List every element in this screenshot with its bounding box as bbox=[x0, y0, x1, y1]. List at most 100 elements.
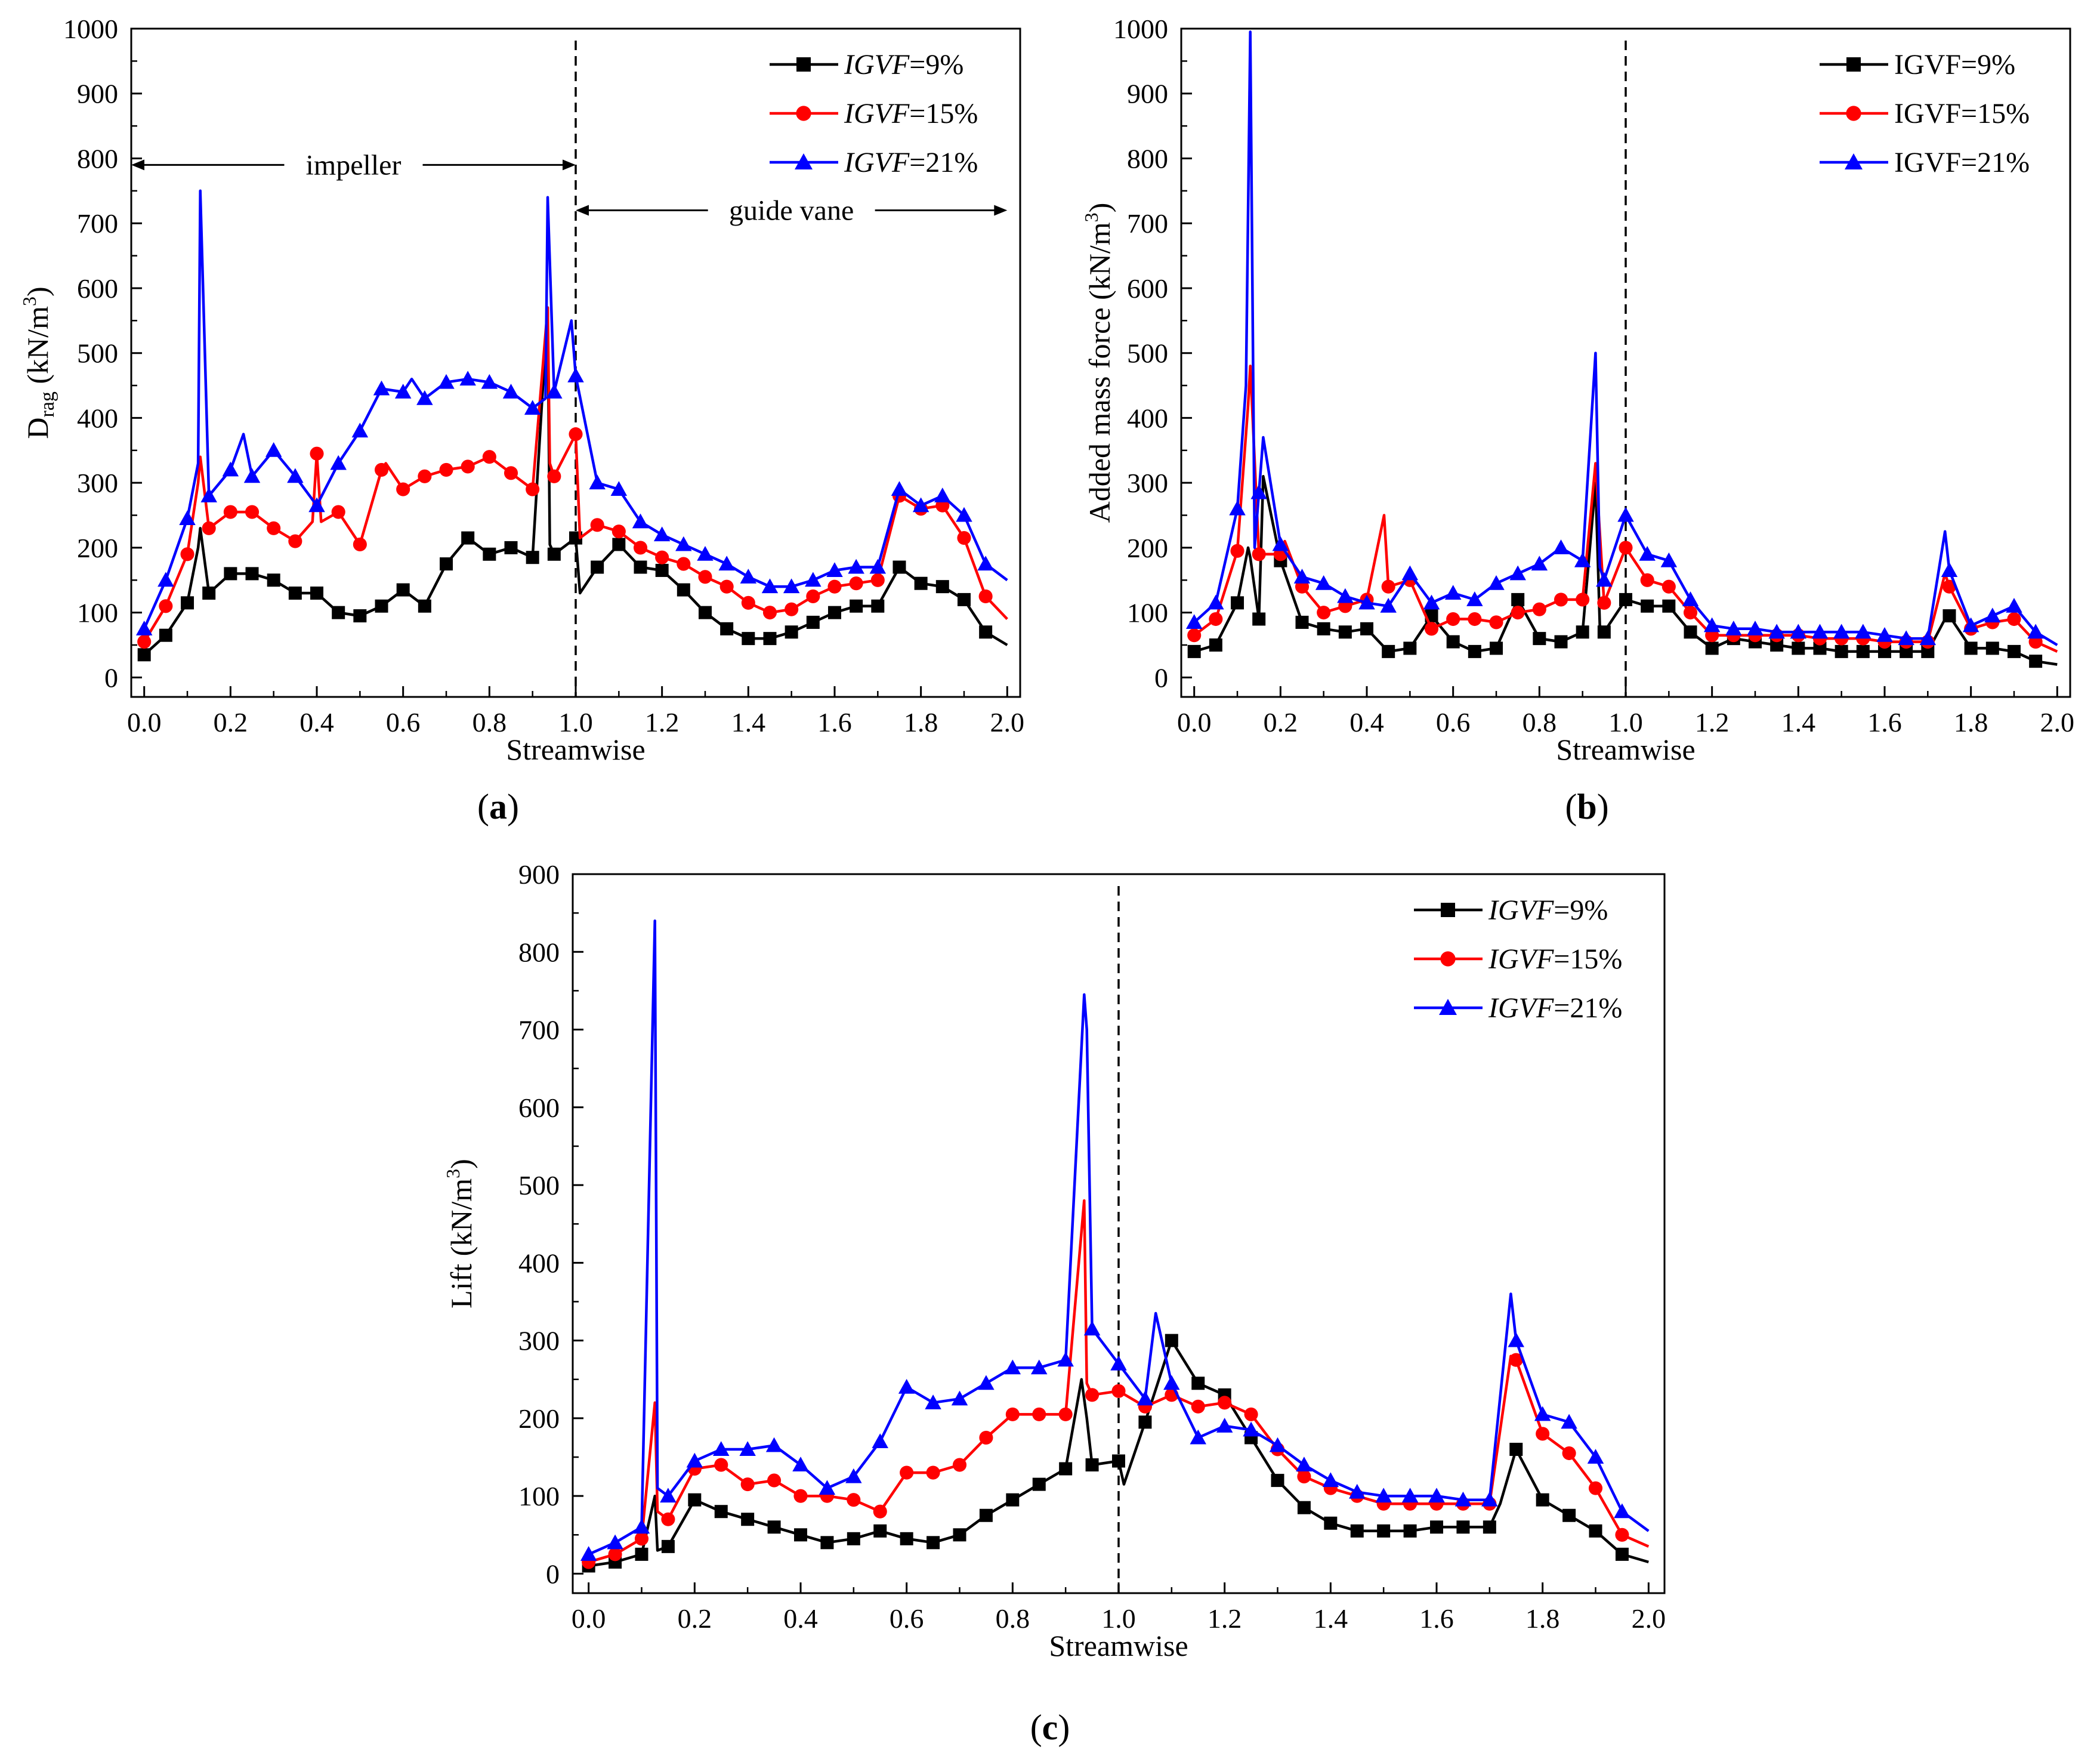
data-point bbox=[661, 1539, 675, 1553]
data-point bbox=[353, 609, 367, 623]
data-point bbox=[547, 547, 561, 561]
y-tick-label: 900 bbox=[77, 79, 118, 109]
data-point bbox=[848, 558, 864, 574]
y-axis-title: Drag (kN/m3) bbox=[18, 286, 58, 439]
legend-item: IGVF=21% bbox=[770, 147, 978, 178]
y-tick-label: 200 bbox=[1127, 533, 1168, 563]
data-point bbox=[712, 1441, 730, 1456]
data-point bbox=[607, 1534, 623, 1550]
data-point bbox=[951, 1390, 968, 1406]
x-tick-label: 0.4 bbox=[783, 1603, 818, 1634]
region-annotation: impeller bbox=[131, 149, 576, 181]
series-line bbox=[1193, 30, 2058, 646]
x-tick-label: 0.0 bbox=[1177, 707, 1212, 737]
data-point bbox=[1401, 565, 1419, 581]
data-point bbox=[267, 521, 281, 535]
data-point bbox=[633, 1519, 650, 1534]
data-point bbox=[1811, 624, 1829, 639]
data-point bbox=[1855, 624, 1872, 639]
data-point bbox=[891, 481, 908, 496]
series-s9 bbox=[137, 306, 1008, 662]
x-tick-label: 0.4 bbox=[299, 707, 334, 737]
data-point bbox=[1941, 562, 1958, 577]
data-point bbox=[135, 621, 153, 635]
region-annotation: guide vane bbox=[576, 195, 1008, 226]
x-tick-label: 0.8 bbox=[996, 1603, 1030, 1634]
data-point bbox=[1271, 1474, 1284, 1488]
data-point bbox=[1295, 615, 1309, 629]
data-point bbox=[1456, 1520, 1470, 1534]
data-point bbox=[847, 1493, 861, 1507]
data-point bbox=[243, 468, 261, 483]
data-point bbox=[1315, 575, 1332, 590]
legend-item: IGVF=15% bbox=[1820, 98, 2030, 129]
legend-marker bbox=[1845, 153, 1863, 169]
data-point bbox=[1534, 1406, 1551, 1421]
data-point bbox=[461, 531, 475, 545]
x-tick-label: 1.8 bbox=[1954, 707, 1988, 737]
data-point bbox=[310, 446, 324, 461]
y-tick-label: 0 bbox=[104, 662, 118, 693]
data-point bbox=[1230, 544, 1244, 558]
data-point bbox=[1216, 1418, 1233, 1433]
data-point bbox=[926, 1465, 940, 1480]
series-s21 bbox=[1185, 30, 2058, 646]
data-point bbox=[686, 1452, 703, 1468]
data-point bbox=[1770, 638, 1784, 652]
data-point bbox=[914, 576, 928, 590]
data-point bbox=[159, 599, 173, 613]
data-point bbox=[418, 469, 432, 483]
data-point bbox=[827, 579, 842, 594]
data-point bbox=[1337, 588, 1354, 603]
data-point bbox=[1536, 1427, 1550, 1441]
data-point bbox=[612, 538, 626, 551]
data-point bbox=[2027, 624, 2044, 639]
data-point bbox=[742, 632, 755, 646]
data-point bbox=[1574, 552, 1591, 567]
data-point bbox=[439, 462, 453, 477]
data-point bbox=[1085, 1458, 1099, 1472]
region-label: impeller bbox=[306, 149, 402, 181]
y-tick-label: 700 bbox=[1127, 208, 1168, 239]
data-point bbox=[719, 579, 734, 594]
x-tick-label: 1.4 bbox=[1314, 1603, 1348, 1634]
data-point bbox=[1597, 625, 1611, 639]
data-point bbox=[1489, 615, 1503, 629]
data-point bbox=[1682, 591, 1699, 606]
legend-item: IGVF=21% bbox=[1820, 147, 2030, 178]
y-tick-label: 400 bbox=[518, 1248, 560, 1278]
chart-a: 0 100 200 300 400 500 600 700 800 900 1000 0.0 0.2 0.… bbox=[18, 14, 1024, 826]
data-point bbox=[202, 521, 216, 535]
x-tick-label: 0.6 bbox=[386, 707, 421, 737]
data-point bbox=[181, 596, 194, 610]
y-tick-label: 800 bbox=[77, 143, 118, 174]
data-point bbox=[1296, 1456, 1312, 1472]
data-point bbox=[223, 505, 237, 519]
data-point bbox=[1617, 507, 1634, 522]
data-point bbox=[1454, 1491, 1472, 1507]
data-point bbox=[850, 599, 863, 613]
data-point bbox=[524, 400, 541, 415]
data-point bbox=[1942, 609, 1956, 623]
data-point bbox=[956, 507, 972, 522]
data-point bbox=[526, 551, 539, 564]
data-point bbox=[793, 1489, 808, 1503]
data-point bbox=[1481, 1491, 1498, 1507]
data-point bbox=[1360, 622, 1374, 635]
data-point bbox=[373, 380, 390, 396]
data-point bbox=[351, 422, 369, 438]
data-point bbox=[1338, 625, 1352, 639]
series-s15 bbox=[1187, 365, 2058, 653]
legend-marker bbox=[1846, 57, 1861, 72]
data-point bbox=[267, 573, 280, 587]
data-point bbox=[688, 1493, 702, 1507]
x-tick-label: 0.8 bbox=[1522, 707, 1557, 737]
data-point bbox=[869, 558, 887, 574]
data-point bbox=[1243, 1421, 1259, 1437]
legend-label: IGVF=9% bbox=[1488, 894, 1608, 926]
data-point bbox=[1004, 1359, 1021, 1375]
data-point bbox=[1190, 1429, 1207, 1445]
data-point bbox=[1596, 572, 1613, 587]
data-point bbox=[819, 1480, 836, 1495]
data-point bbox=[714, 1505, 728, 1519]
